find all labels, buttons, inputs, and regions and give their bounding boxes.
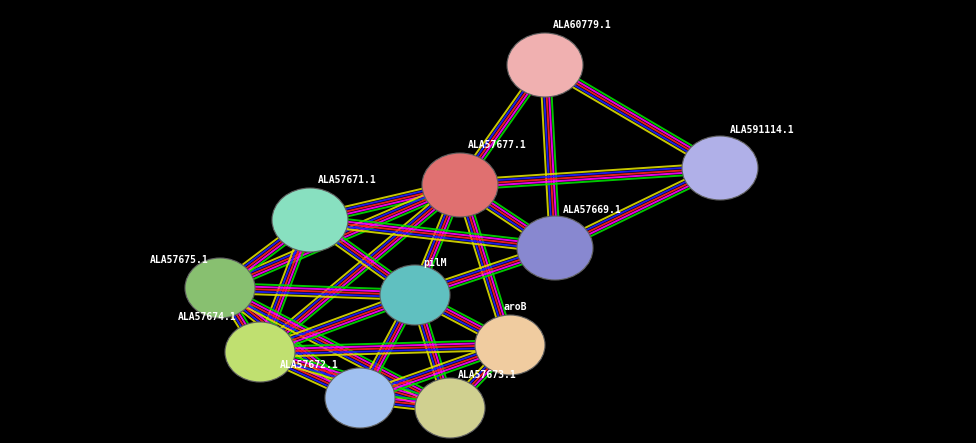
Ellipse shape: [415, 378, 485, 438]
Ellipse shape: [272, 188, 348, 252]
Text: aroB: aroB: [503, 302, 526, 312]
Text: ALA591114.1: ALA591114.1: [730, 125, 794, 135]
Text: ALA57672.1: ALA57672.1: [280, 360, 339, 370]
Text: ALA60779.1: ALA60779.1: [553, 20, 612, 30]
Text: ALA57674.1: ALA57674.1: [178, 312, 237, 322]
Ellipse shape: [380, 265, 450, 325]
Ellipse shape: [422, 153, 498, 217]
Ellipse shape: [475, 315, 545, 375]
Ellipse shape: [507, 33, 583, 97]
Ellipse shape: [185, 258, 255, 318]
Text: ALA57669.1: ALA57669.1: [563, 205, 622, 215]
Text: pilM: pilM: [423, 258, 446, 268]
Ellipse shape: [682, 136, 758, 200]
Text: ALA57673.1: ALA57673.1: [458, 370, 516, 380]
Text: ALA57671.1: ALA57671.1: [318, 175, 377, 185]
Ellipse shape: [325, 368, 395, 428]
Ellipse shape: [225, 322, 295, 382]
Text: ALA57677.1: ALA57677.1: [468, 140, 527, 150]
Text: ALA57675.1: ALA57675.1: [150, 255, 209, 265]
Ellipse shape: [517, 216, 593, 280]
